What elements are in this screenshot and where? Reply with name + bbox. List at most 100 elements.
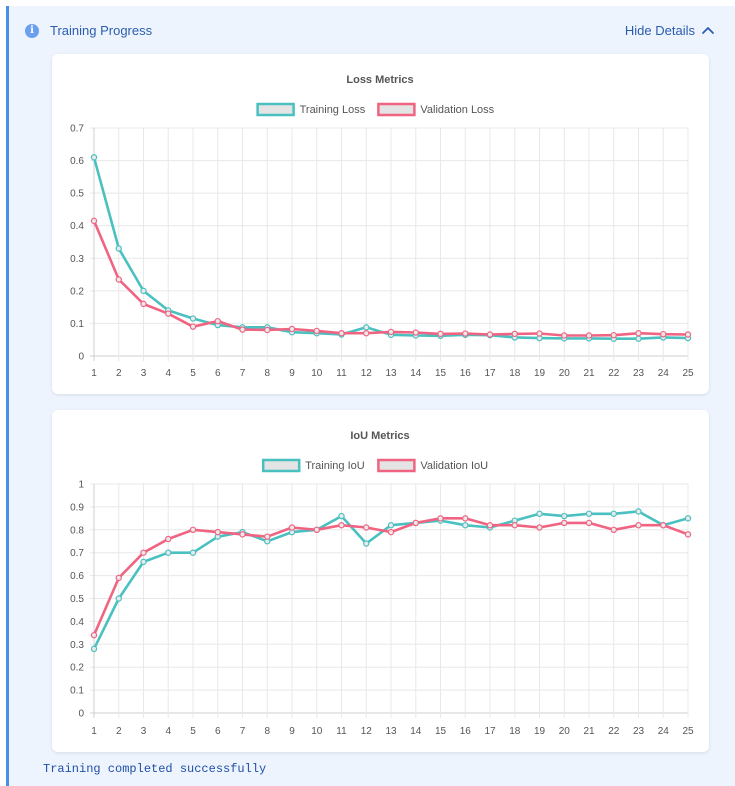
- y-tick-label: 0.4: [70, 617, 84, 628]
- data-point: [115, 574, 122, 582]
- data-point: [288, 325, 296, 333]
- x-tick-label: 3: [141, 368, 147, 379]
- legend-swatch: [256, 102, 295, 117]
- legend-swatch: [377, 102, 416, 117]
- legend-item: Training IoU: [261, 458, 365, 473]
- data-point: [189, 526, 197, 534]
- data-point: [412, 329, 419, 336]
- data-point: [363, 324, 370, 331]
- legend-swatch: [377, 458, 416, 473]
- data-point: [288, 524, 296, 531]
- data-point: [536, 510, 543, 517]
- data-point: [165, 549, 172, 556]
- data-point: [338, 330, 345, 337]
- x-tick-label: 23: [633, 368, 645, 379]
- x-tick-label: 5: [190, 368, 196, 379]
- y-tick-label: 0.6: [70, 571, 84, 582]
- data-point: [610, 331, 617, 339]
- y-tick-label: 0: [78, 352, 84, 363]
- data-point: [140, 287, 147, 295]
- y-tick-label: 0.3: [70, 640, 84, 651]
- data-point: [239, 326, 246, 333]
- loss-chart: Loss Metrics Training Loss Validation Loss…: [70, 74, 694, 379]
- data-point: [660, 522, 667, 529]
- hide-details-button[interactable]: Hide Details: [625, 23, 715, 38]
- x-tick-label: 11: [336, 368, 347, 379]
- x-tick-label: 16: [460, 726, 472, 737]
- x-tick-label: 9: [289, 726, 295, 737]
- x-tick-label: 19: [534, 368, 546, 379]
- data-point: [462, 330, 469, 337]
- data-point: [511, 522, 518, 529]
- data-point: [684, 331, 692, 338]
- data-point: [264, 533, 271, 540]
- data-point: [90, 154, 98, 161]
- x-tick-label: 22: [608, 368, 620, 379]
- data-point: [684, 531, 692, 538]
- x-tick-label: 4: [165, 726, 171, 737]
- x-tick-label: 7: [240, 368, 246, 379]
- data-point: [313, 526, 320, 534]
- x-tick-label: 20: [559, 368, 571, 379]
- y-tick-label: 0: [78, 709, 84, 720]
- legend-item: Validation IoU: [377, 458, 488, 473]
- chevron-up-icon: [702, 26, 714, 34]
- x-tick-label: 8: [264, 368, 270, 379]
- chart-title: IoU Metrics: [350, 430, 409, 442]
- data-point: [338, 512, 345, 520]
- info-icon: i: [25, 24, 39, 38]
- x-tick-label: 20: [559, 726, 571, 737]
- legend-label: Validation Loss: [420, 104, 494, 116]
- data-point: [115, 276, 122, 283]
- x-tick-label: 10: [311, 368, 323, 379]
- x-tick-label: 16: [460, 368, 472, 379]
- legend-item: Validation Loss: [377, 102, 495, 117]
- y-tick-label: 0.3: [70, 254, 84, 265]
- x-tick-label: 10: [311, 726, 323, 737]
- x-tick-label: 24: [658, 726, 670, 737]
- y-tick-label: 0.1: [70, 319, 84, 330]
- data-point: [363, 540, 370, 547]
- data-point: [387, 528, 395, 536]
- x-tick-label: 18: [509, 726, 521, 737]
- iou-chart-card: IoU Metrics Training IoU Validation IoU 0 0.…: [52, 410, 709, 752]
- data-point: [561, 519, 568, 527]
- x-tick-label: 14: [410, 726, 422, 737]
- y-tick-label: 0.7: [70, 124, 84, 135]
- data-point: [511, 330, 518, 338]
- data-point: [140, 558, 147, 566]
- training-progress-panel: i Training Progress Hide Details Loss Me…: [6, 6, 735, 786]
- y-tick-label: 0.4: [70, 221, 84, 232]
- y-tick-label: 0.2: [70, 286, 84, 297]
- data-point: [189, 549, 197, 556]
- data-point: [585, 332, 593, 339]
- x-tick-label: 17: [484, 368, 496, 379]
- data-point: [214, 528, 221, 536]
- data-point: [387, 328, 395, 336]
- data-point: [189, 315, 197, 322]
- data-point: [264, 326, 271, 334]
- data-point: [610, 510, 617, 517]
- data-point: [338, 522, 345, 529]
- x-tick-label: 25: [682, 368, 694, 379]
- data-point: [610, 526, 617, 534]
- data-point: [437, 515, 444, 522]
- data-point: [585, 510, 593, 517]
- hide-details-label: Hide Details: [624, 23, 695, 38]
- x-tick-label: 2: [116, 368, 122, 379]
- data-point: [90, 645, 98, 653]
- x-tick-label: 25: [682, 726, 694, 737]
- y-tick-label: 1: [78, 480, 84, 491]
- data-point: [635, 522, 642, 529]
- x-tick-label: 11: [336, 726, 347, 737]
- x-tick-label: 1: [91, 368, 97, 379]
- panel-header: i Training Progress Hide Details: [9, 6, 735, 56]
- x-tick-label: 5: [190, 726, 196, 737]
- data-point: [486, 522, 494, 529]
- x-tick-label: 21: [583, 368, 595, 379]
- x-tick-label: 18: [509, 368, 521, 379]
- legend-item: Training Loss: [256, 102, 366, 117]
- data-point: [635, 508, 642, 515]
- data-point: [239, 531, 246, 538]
- x-tick-label: 14: [410, 368, 422, 379]
